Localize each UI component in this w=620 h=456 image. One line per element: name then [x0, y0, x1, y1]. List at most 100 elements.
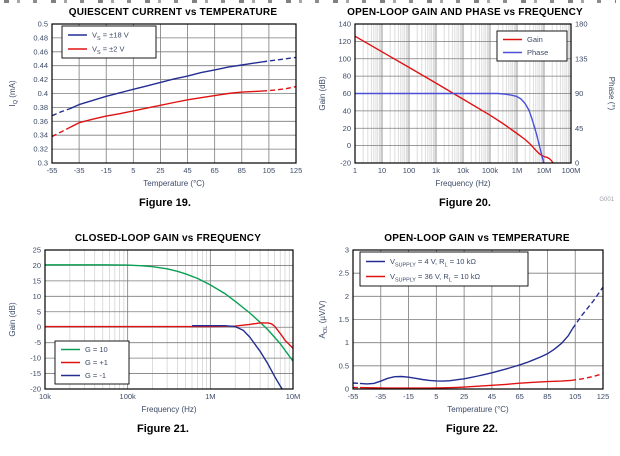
svg-text:1.5: 1.5	[339, 315, 349, 324]
series-0-line	[359, 328, 574, 385]
chart-canvas: 1 10 100 1k 10k 100k 1M 10M 100M -20 0 20 40 60 80 100 1…	[318, 20, 615, 189]
svg-text:65: 65	[515, 392, 523, 401]
svg-text:Temperature (°C): Temperature (°C)	[447, 405, 509, 414]
svg-text:100M: 100M	[562, 166, 581, 175]
figure-22-block: OPEN-LOOP GAIN vs TEMPERATURE -55 -35 -15 5…	[310, 229, 620, 455]
series-1-line	[355, 92, 545, 163]
svg-text:-55: -55	[348, 392, 359, 401]
chart-canvas: 10k 100k 1M 10M -20 -15 -10 -5 0 5 10 15 20 25 Frequen…	[8, 246, 300, 415]
svg-text:AOL (µV/V): AOL (µV/V)	[318, 300, 329, 338]
svg-text:-15: -15	[403, 392, 414, 401]
svg-text:105: 105	[263, 166, 276, 175]
svg-text:-15: -15	[101, 166, 112, 175]
svg-text:45: 45	[488, 392, 496, 401]
svg-text:Frequency (Hz): Frequency (Hz)	[435, 179, 490, 188]
figure-21-caption: Figure 21.	[137, 423, 189, 435]
svg-text:Gain (dB): Gain (dB)	[8, 302, 17, 337]
plot-border	[354, 23, 572, 164]
axis-tick-labels: 1 10 100 1k 10k 100k 1M 10M 100M -20 0 20 40 60 80 100 1…	[338, 20, 587, 176]
series-1-line	[262, 85, 296, 92]
svg-text:135: 135	[575, 54, 588, 63]
svg-text:10M: 10M	[537, 166, 552, 175]
svg-text:-55: -55	[47, 166, 58, 175]
svg-text:-20: -20	[30, 385, 41, 394]
svg-text:65: 65	[210, 166, 218, 175]
series-lines	[355, 35, 554, 163]
svg-text:0.3: 0.3	[38, 159, 48, 168]
svg-text:20: 20	[33, 261, 41, 270]
svg-text:3: 3	[345, 246, 349, 255]
svg-text:0: 0	[347, 141, 351, 150]
cropped-text-artifact	[4, 0, 616, 3]
series-1-line	[359, 379, 572, 389]
series-2-line	[192, 324, 283, 389]
svg-text:105: 105	[569, 392, 582, 401]
figure-22-caption: Figure 22.	[446, 423, 498, 435]
svg-text:1M: 1M	[205, 392, 215, 401]
svg-text:VS = ±2 V: VS = ±2 V	[92, 45, 125, 56]
figure-19-block: QUIESCENT CURRENT vs TEMPERATURE -55 -35-…	[0, 3, 310, 229]
svg-text:0.36: 0.36	[33, 117, 48, 126]
svg-text:VSUPPLY = 4 V, RL = 10 kΩ: VSUPPLY = 4 V, RL = 10 kΩ	[390, 257, 476, 268]
legend: VS = ±18 V VS = ±2 V	[61, 25, 157, 59]
svg-text:10: 10	[378, 166, 386, 175]
svg-text:0.32: 0.32	[33, 145, 48, 154]
figure-22-chart: -55 -35 -15 5 25 45 65 85 105 125 0 0.5 1 1.5 2 2.5 3 Tem…	[315, 245, 615, 421]
svg-text:IQ (mA): IQ (mA)	[8, 80, 19, 107]
figure-21-chart: 10k 100k 1M 10M -20 -15 -10 -5 0 5 10 15 20 25 Frequen…	[5, 245, 305, 421]
figure-20-chart: 1 10 100 1k 10k 100k 1M 10M 100M -20 0 20 40 60 80 100 1…	[315, 19, 615, 195]
svg-text:0.4: 0.4	[38, 89, 48, 98]
graph-code-label: G001	[599, 197, 614, 203]
series-0-line	[262, 56, 296, 63]
axis-tick-labels: -55 -35 -15 5 25 45 65 85 105 125 0.3 0.32 0.34 0.36 0…	[33, 20, 302, 176]
svg-text:VSUPPLY = 36 V, RL = 10 kΩ: VSUPPLY = 36 V, RL = 10 kΩ	[390, 272, 480, 283]
svg-text:10k: 10k	[457, 166, 469, 175]
svg-text:80: 80	[343, 72, 351, 81]
figure-19-chart: -55 -35 -15 5 25 45 65 85 105 125 0.3 0.32 0.34 0.36 0…	[5, 19, 305, 195]
chart-title-open-loop-gain-phase: OPEN-LOOP GAIN AND PHASE vs FREQUENCY	[347, 7, 583, 18]
svg-text:2: 2	[345, 292, 349, 301]
svg-text:0.34: 0.34	[33, 131, 48, 140]
svg-text:-5: -5	[34, 338, 41, 347]
series-1-line	[67, 90, 263, 129]
svg-text:-15: -15	[30, 369, 41, 378]
svg-text:0: 0	[575, 159, 579, 168]
svg-text:100: 100	[338, 54, 351, 63]
svg-text:125: 125	[597, 392, 610, 401]
series-1-line	[52, 127, 69, 138]
svg-text:0.38: 0.38	[33, 103, 48, 112]
svg-text:0.5: 0.5	[38, 20, 48, 29]
svg-text:1: 1	[353, 166, 357, 175]
svg-text:20: 20	[343, 124, 351, 133]
svg-text:85: 85	[238, 166, 246, 175]
svg-text:0.5: 0.5	[339, 361, 349, 370]
svg-text:0: 0	[37, 323, 41, 332]
plot-border	[51, 23, 297, 164]
chart-canvas: -55 -35 -15 5 25 45 65 85 105 125 0.3 0.32 0.34 0.36 0…	[8, 20, 302, 189]
svg-text:-10: -10	[30, 354, 41, 363]
svg-text:Gain: Gain	[527, 35, 543, 44]
plot-border	[44, 249, 294, 390]
svg-text:25: 25	[460, 392, 468, 401]
series-0-line	[355, 35, 554, 163]
series-0-line	[52, 108, 70, 117]
svg-text:-20: -20	[340, 159, 351, 168]
svg-text:G = -1: G = -1	[85, 371, 106, 380]
chart-title-quiescent-current: QUIESCENT CURRENT vs TEMPERATURE	[68, 7, 278, 18]
svg-text:100k: 100k	[482, 166, 499, 175]
series-0-line	[571, 286, 603, 330]
legend: G = 10 G = +1 G = -1	[54, 340, 130, 385]
svg-text:G = +1: G = +1	[85, 358, 108, 367]
svg-text:60: 60	[343, 89, 351, 98]
plot-border	[352, 249, 604, 390]
figure-21-block: CLOSED-LOOP GAIN vs FREQUENCY 10k 100k 1M 1…	[0, 229, 310, 455]
svg-text:0.44: 0.44	[33, 61, 48, 70]
svg-text:Frequency (Hz): Frequency (Hz)	[141, 405, 196, 414]
figure-20-caption: Figure 20.	[439, 197, 491, 209]
series-lines	[52, 56, 296, 138]
legend: VSUPPLY = 4 V, RL = 10 kΩ VSUPPLY = 36 V,…	[359, 251, 529, 287]
series-lines	[353, 286, 603, 389]
svg-text:1k: 1k	[432, 166, 440, 175]
series-0-line	[45, 264, 293, 362]
